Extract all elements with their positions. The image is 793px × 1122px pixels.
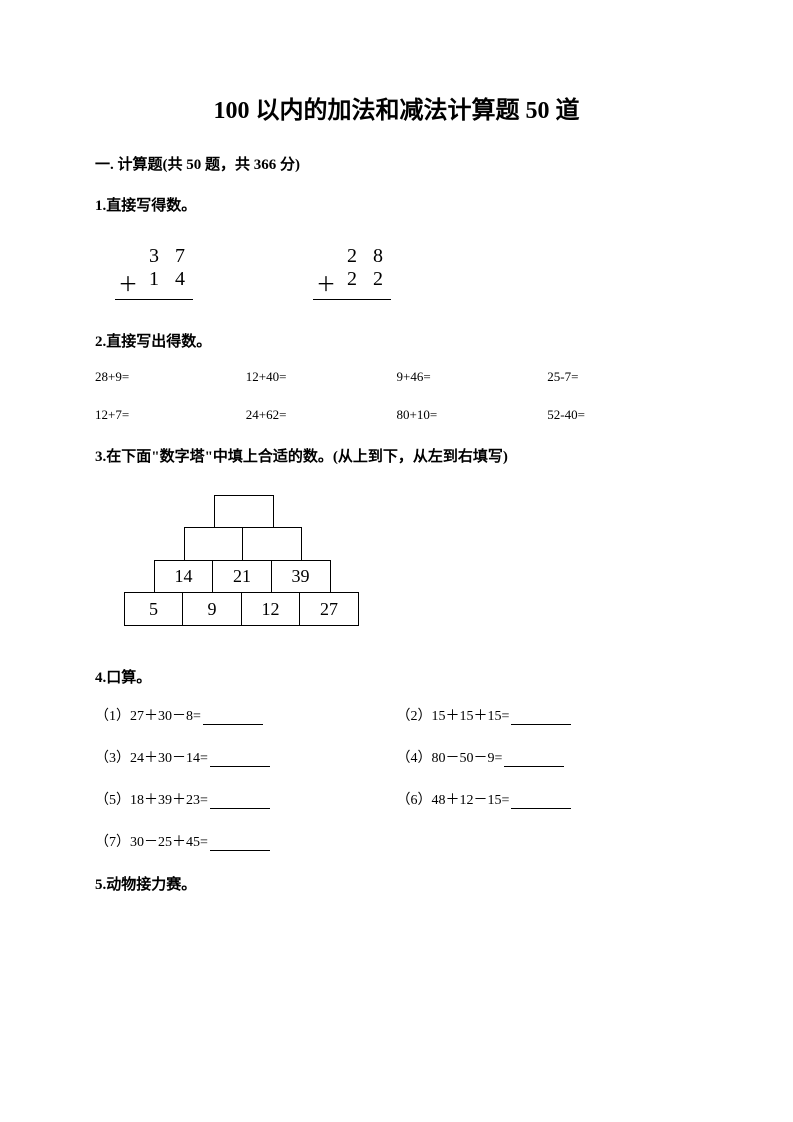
vertical-problem: 2 8 ＋ 2 2 <box>313 245 391 300</box>
equation: （5）18＋39＋23= <box>95 789 208 809</box>
pyramid-cell <box>214 495 274 529</box>
digit: 2 <box>365 268 391 297</box>
equation: 12+40= <box>246 369 397 385</box>
q2-grid: 28+9= 12+40= 9+46= 25-7= 12+7= 24+62= 80… <box>95 369 698 423</box>
answer-blank <box>210 835 270 851</box>
digit: 7 <box>167 245 193 268</box>
q4-item: （5）18＋39＋23= <box>95 789 397 809</box>
pyramid-cell: 39 <box>271 560 331 594</box>
answer-blank <box>210 751 270 767</box>
equation: （1）27＋30－8= <box>95 705 201 725</box>
pyramid-cell <box>242 527 302 561</box>
answer-blank <box>203 709 263 725</box>
q4-item: （3）24＋30－14= <box>95 747 397 767</box>
pyramid-cell: 21 <box>212 560 272 594</box>
operator: ＋ <box>313 268 339 297</box>
equation: 52-40= <box>547 407 698 423</box>
answer-blank <box>504 751 564 767</box>
digit <box>115 245 141 268</box>
section-header: 一. 计算题(共 50 题，共 366 分) <box>95 153 698 174</box>
q4-item: （2）15＋15＋15= <box>397 705 699 725</box>
pyramid-cell: 5 <box>124 592 184 626</box>
q1-label: 1.直接写得数。 <box>95 194 698 215</box>
digit: 1 <box>141 268 167 297</box>
number-pyramid: 14 21 39 5 9 12 27 <box>125 496 698 626</box>
hline <box>115 299 193 300</box>
q4-item: （4）80－50－9= <box>397 747 699 767</box>
pyramid-cell <box>184 527 244 561</box>
equation: 80+10= <box>397 407 548 423</box>
equation: 9+46= <box>397 369 548 385</box>
equation: （2）15＋15＋15= <box>397 705 510 725</box>
pyramid-cell: 9 <box>182 592 242 626</box>
q5-label: 5.动物接力赛。 <box>95 873 698 894</box>
digit: 4 <box>167 268 193 297</box>
page-title: 100 以内的加法和减法计算题 50 道 <box>95 90 698 125</box>
equation: （6）48＋12－15= <box>397 789 510 809</box>
digit: 3 <box>141 245 167 268</box>
operator: ＋ <box>115 268 141 297</box>
digit: 2 <box>339 245 365 268</box>
q4-label: 4.口算。 <box>95 666 698 687</box>
equation: （4）80－50－9= <box>397 747 503 767</box>
q4-item: （1）27＋30－8= <box>95 705 397 725</box>
q4-item: （7）30－25＋45= <box>95 831 397 851</box>
answer-blank <box>210 793 270 809</box>
equation: （7）30－25＋45= <box>95 831 208 851</box>
answer-blank <box>511 709 571 725</box>
q3-label: 3.在下面"数字塔"中填上合适的数。(从上到下，从左到右填写) <box>95 445 698 466</box>
digit: 2 <box>339 268 365 297</box>
pyramid-cell: 27 <box>299 592 359 626</box>
equation: 12+7= <box>95 407 246 423</box>
equation: 24+62= <box>246 407 397 423</box>
equation: （3）24＋30－14= <box>95 747 208 767</box>
answer-blank <box>511 793 571 809</box>
digit <box>313 245 339 268</box>
equation: 28+9= <box>95 369 246 385</box>
pyramid-cell: 14 <box>154 560 214 594</box>
q2-label: 2.直接写出得数。 <box>95 330 698 351</box>
q1-problems: 3 7 ＋ 1 4 2 8 ＋ 2 2 <box>115 245 698 300</box>
q4-item: （6）48＋12－15= <box>397 789 699 809</box>
vertical-problem: 3 7 ＋ 1 4 <box>115 245 193 300</box>
hline <box>313 299 391 300</box>
equation: 25-7= <box>547 369 698 385</box>
digit: 8 <box>365 245 391 268</box>
q4-grid: （1）27＋30－8= （2）15＋15＋15= （3）24＋30－14= （4… <box>95 705 698 851</box>
pyramid-cell: 12 <box>241 592 301 626</box>
